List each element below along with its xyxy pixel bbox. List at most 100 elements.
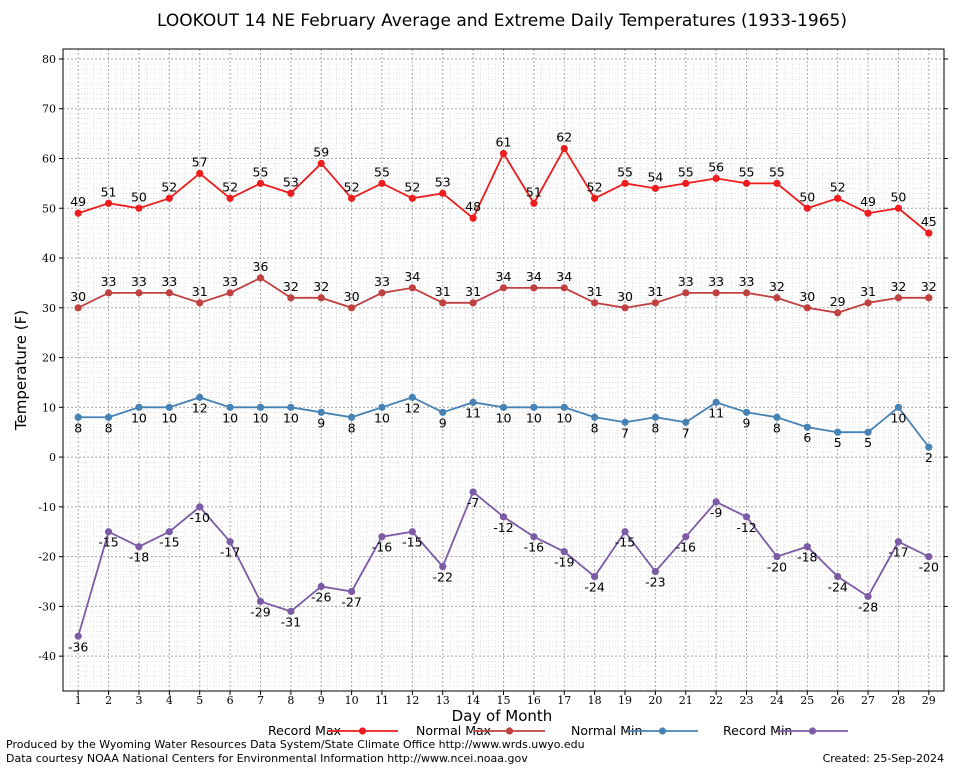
data-point: [651, 567, 659, 576]
data-label: 31: [647, 284, 663, 299]
chart-title: LOOKOUT 14 NE February Average and Extre…: [157, 11, 847, 31]
data-point: [682, 179, 690, 187]
y-tick-label: 30: [42, 302, 56, 315]
data-label: -17: [888, 545, 908, 560]
data-label: 34: [496, 269, 512, 284]
data-point: [803, 423, 811, 431]
data-label: 33: [131, 274, 147, 289]
data-label: 49: [860, 194, 876, 209]
data-point: [196, 503, 204, 511]
data-label: 10: [131, 410, 147, 425]
data-label: 32: [313, 279, 329, 294]
data-point: [226, 538, 234, 546]
data-point: [712, 289, 720, 297]
data-label: -17: [220, 545, 240, 560]
data-point: [74, 209, 82, 217]
x-tick-label: 14: [466, 694, 480, 707]
legend-item: Record Max: [268, 723, 398, 738]
data-point: [348, 587, 356, 596]
data-point: [712, 398, 720, 406]
data-label: -36: [68, 639, 88, 654]
data-point: [591, 299, 599, 307]
data-label: 33: [708, 274, 724, 289]
data-point: [317, 408, 325, 416]
data-point: [287, 294, 295, 302]
data-label: -15: [98, 535, 118, 550]
footer-created: Created: 25-Sep-2024: [823, 752, 944, 765]
data-label: -26: [311, 589, 331, 604]
data-label: 61: [496, 135, 512, 150]
data-label: 5: [834, 435, 842, 450]
data-label: 30: [70, 289, 86, 304]
data-label: 51: [101, 184, 117, 199]
data-label: 29: [830, 294, 846, 309]
data-label: 5: [864, 435, 872, 450]
data-point: [773, 553, 781, 561]
legend-marker: [658, 727, 667, 735]
data-label: 53: [435, 174, 451, 189]
legend-label: Record Min: [723, 723, 792, 738]
x-tick-label: 13: [436, 694, 450, 707]
data-label: 8: [105, 420, 113, 435]
data-point: [135, 403, 143, 411]
data-label: -29: [250, 604, 270, 619]
data-point: [894, 403, 903, 411]
x-tick-label: 28: [891, 694, 905, 707]
data-point: [682, 289, 690, 297]
data-label: 52: [222, 179, 238, 194]
x-tick-label: 23: [740, 694, 754, 707]
data-label: 8: [348, 420, 356, 435]
data-label: 33: [678, 274, 694, 289]
data-label: 33: [161, 274, 177, 289]
data-point: [894, 204, 903, 212]
data-point: [256, 274, 265, 282]
data-point: [439, 299, 447, 307]
data-point: [530, 284, 538, 292]
x-tick-label: 20: [648, 694, 662, 707]
data-point: [165, 194, 173, 202]
data-label: 31: [860, 284, 876, 299]
data-point: [196, 393, 204, 401]
data-label: 32: [769, 279, 785, 294]
data-label: 10: [161, 410, 177, 425]
data-point: [742, 513, 751, 521]
data-label: -16: [524, 540, 544, 555]
data-point: [742, 179, 751, 187]
y-tick-label: 70: [42, 103, 56, 116]
data-point: [74, 304, 82, 312]
data-point: [499, 513, 508, 521]
legend-item: Normal Min: [571, 723, 698, 738]
x-tick-label: 3: [135, 694, 142, 707]
data-label: 31: [465, 284, 481, 299]
data-label: -24: [827, 580, 847, 595]
data-point: [408, 194, 416, 202]
data-point: [287, 189, 295, 197]
data-point: [742, 289, 751, 297]
data-label: 31: [192, 284, 208, 299]
data-point: [591, 572, 599, 581]
y-tick-label: -40: [38, 650, 56, 663]
data-point: [651, 299, 659, 307]
x-tick-label: 6: [227, 694, 234, 707]
data-label: 55: [739, 164, 755, 179]
data-point: [712, 498, 720, 506]
data-label: 30: [799, 289, 815, 304]
data-point: [256, 403, 265, 411]
data-label: 30: [617, 289, 633, 304]
x-tick-label: 16: [527, 694, 541, 707]
data-label: -22: [433, 570, 453, 585]
data-point: [894, 294, 903, 302]
y-tick-label: 20: [42, 352, 56, 365]
data-label: 62: [556, 130, 572, 145]
data-point: [651, 184, 659, 192]
data-label: 34: [556, 269, 572, 284]
data-point: [621, 528, 629, 536]
data-label: -10: [189, 510, 209, 525]
data-point: [560, 403, 568, 411]
data-label: -20: [919, 560, 939, 575]
x-tick-label: 12: [405, 694, 419, 707]
data-label: -15: [402, 535, 422, 550]
x-tick-label: 5: [196, 694, 203, 707]
data-label: 34: [526, 269, 542, 284]
data-point: [439, 562, 447, 571]
